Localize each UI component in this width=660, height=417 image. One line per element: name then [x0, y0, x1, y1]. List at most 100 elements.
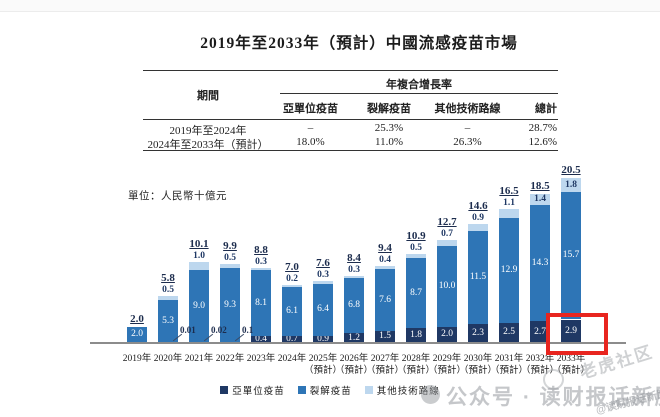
bar-total-label: 7.6 — [316, 257, 330, 270]
table-cell-value: 26.3% — [453, 136, 482, 148]
table-col-header: 其他技術路線 — [434, 103, 501, 115]
bar-segment-subunit — [375, 330, 395, 343]
table-cell-value: – — [464, 122, 471, 134]
bar-value-other: 1.1 — [503, 198, 515, 209]
unit-label: 單位：人民幣十億元 — [128, 191, 227, 202]
x-axis-line — [90, 342, 626, 344]
bar-total-label: 9.9 — [223, 239, 237, 252]
bar-value-other: 1.8 — [565, 179, 577, 190]
legend-label: 裂解疫苗 — [309, 387, 352, 397]
bar-total-label: 10.9 — [406, 229, 426, 242]
bar-segment-other — [158, 296, 178, 301]
bar-value-split: 9.3 — [224, 299, 236, 310]
bar-total-label: 14.6 — [468, 199, 488, 212]
bar-total-label: 8.4 — [347, 251, 361, 264]
bar-subunit-callout: 0.1 — [242, 325, 254, 335]
bar-value-split: 8.7 — [410, 287, 422, 298]
bar-value-subunit: 0.4 — [255, 334, 267, 344]
bar-segment-split — [406, 257, 426, 329]
table-rule-top — [143, 70, 558, 72]
legend-swatch-icon — [220, 386, 229, 394]
x-axis-label-forecast: （預計） — [427, 366, 466, 376]
bar-total-label: 12.7 — [437, 216, 457, 229]
bar-segment-split — [375, 269, 395, 331]
x-axis-label: 2019年 — [122, 354, 152, 364]
bar-value-subunit: 1.5 — [379, 331, 391, 342]
table-rule-header-bottom — [143, 119, 558, 121]
x-axis-label: 2032年 — [525, 354, 555, 364]
bar-value-subunit: 0.7 — [286, 334, 298, 344]
bar-segment-other — [437, 240, 457, 246]
bar-value-subunit: 0.9 — [317, 333, 329, 344]
table-cell-value: 18.0% — [296, 136, 325, 148]
table-cell-value: – — [307, 122, 314, 134]
x-axis-label-forecast: （預計） — [365, 366, 404, 376]
bar-value-other: 0.9 — [472, 212, 484, 223]
bar-segment-split — [189, 270, 209, 343]
table-col-header: 亞單位疫苗 — [283, 103, 338, 115]
bar-value-other: 0.3 — [348, 264, 360, 275]
x-axis-label: 2029年 — [432, 354, 462, 364]
bar-segment-split — [437, 245, 457, 327]
bar-value-split: 9.0 — [193, 301, 205, 312]
bar-segment-subunit — [530, 321, 550, 343]
bar-segment-other — [530, 193, 550, 206]
bar-value-other: 0.5 — [224, 252, 236, 263]
bar-segment-other — [313, 281, 333, 284]
x-axis-label: 2023年 — [246, 354, 276, 364]
bar-value-split: 6.1 — [286, 305, 298, 316]
bar-total-label: 16.5 — [499, 185, 519, 198]
legend-item: 其他技術路線 — [364, 383, 440, 397]
bar-value-other: 0.3 — [255, 256, 267, 267]
x-axis-label: 2026年 — [339, 354, 369, 364]
x-axis-label: 2022年 — [215, 354, 245, 364]
bar-value-split: 5.3 — [162, 316, 174, 327]
bar-segment-other — [406, 253, 426, 258]
table-col-header: 裂解疫苗 — [367, 103, 411, 115]
bar-segment-other — [468, 223, 488, 232]
bar-segment-other — [499, 209, 519, 219]
bar-total-label: 2.0 — [130, 312, 144, 325]
bar-segment-subunit — [437, 326, 457, 343]
bar-value-other: 1.4 — [534, 194, 546, 205]
bar-value-other: 0.2 — [286, 273, 298, 284]
top-border-strip — [0, 0, 660, 12]
bar-subunit-callout: 0.01 — [180, 325, 196, 335]
bar-segment-subunit — [499, 322, 519, 343]
x-axis-label-forecast: （預計） — [303, 366, 342, 376]
bar-total-label: 18.5 — [530, 179, 550, 192]
bar-segment-split — [251, 270, 271, 336]
bar-value-split: 12.9 — [500, 265, 518, 275]
bar-total-label: 10.1 — [189, 238, 209, 250]
legend-swatch-icon — [297, 386, 306, 394]
bar-value-split: 14.3 — [531, 257, 549, 268]
bar-total-label: 20.5 — [561, 163, 581, 176]
bar-value-subunit: 2.5 — [503, 327, 515, 338]
bar-value-split: 2.0 — [131, 329, 143, 340]
bar-segment-other — [251, 267, 271, 271]
bar-segment-other — [189, 262, 209, 271]
bar-segment-other — [561, 177, 581, 193]
bar-value-other: 1.0 — [193, 251, 205, 261]
table-rule-cagr-span — [280, 93, 558, 94]
bar-segment-subunit — [344, 333, 364, 343]
bar-total-label: 5.8 — [161, 272, 175, 285]
bar-value-other: 0.5 — [410, 242, 422, 253]
page-title: 2019年至2033年（預計）中國流感疫苗市場 — [200, 35, 518, 52]
table-cell-value: 28.7% — [528, 122, 557, 134]
table-cell-value: 25.3% — [374, 122, 404, 134]
bar-value-subunit: 2.7 — [534, 326, 546, 337]
bar-segment-split — [344, 278, 364, 334]
bar-segment-split — [561, 192, 581, 320]
bar-value-split: 10.0 — [438, 280, 456, 291]
bar-segment-subunit — [282, 336, 302, 343]
table-cell-value: 12.6% — [528, 136, 557, 148]
x-axis-label-forecast: （預計） — [520, 366, 559, 376]
bar-value-subunit: 1.2 — [348, 332, 360, 343]
table-rule-bottom — [143, 150, 558, 152]
bar-subunit-callout: 0.02 — [211, 325, 227, 335]
bar-segment-subunit — [406, 328, 426, 343]
x-axis-label: 2024年 — [277, 354, 307, 364]
bar-segment-split — [530, 205, 550, 322]
legend-item: 裂解疫苗 — [297, 383, 352, 397]
